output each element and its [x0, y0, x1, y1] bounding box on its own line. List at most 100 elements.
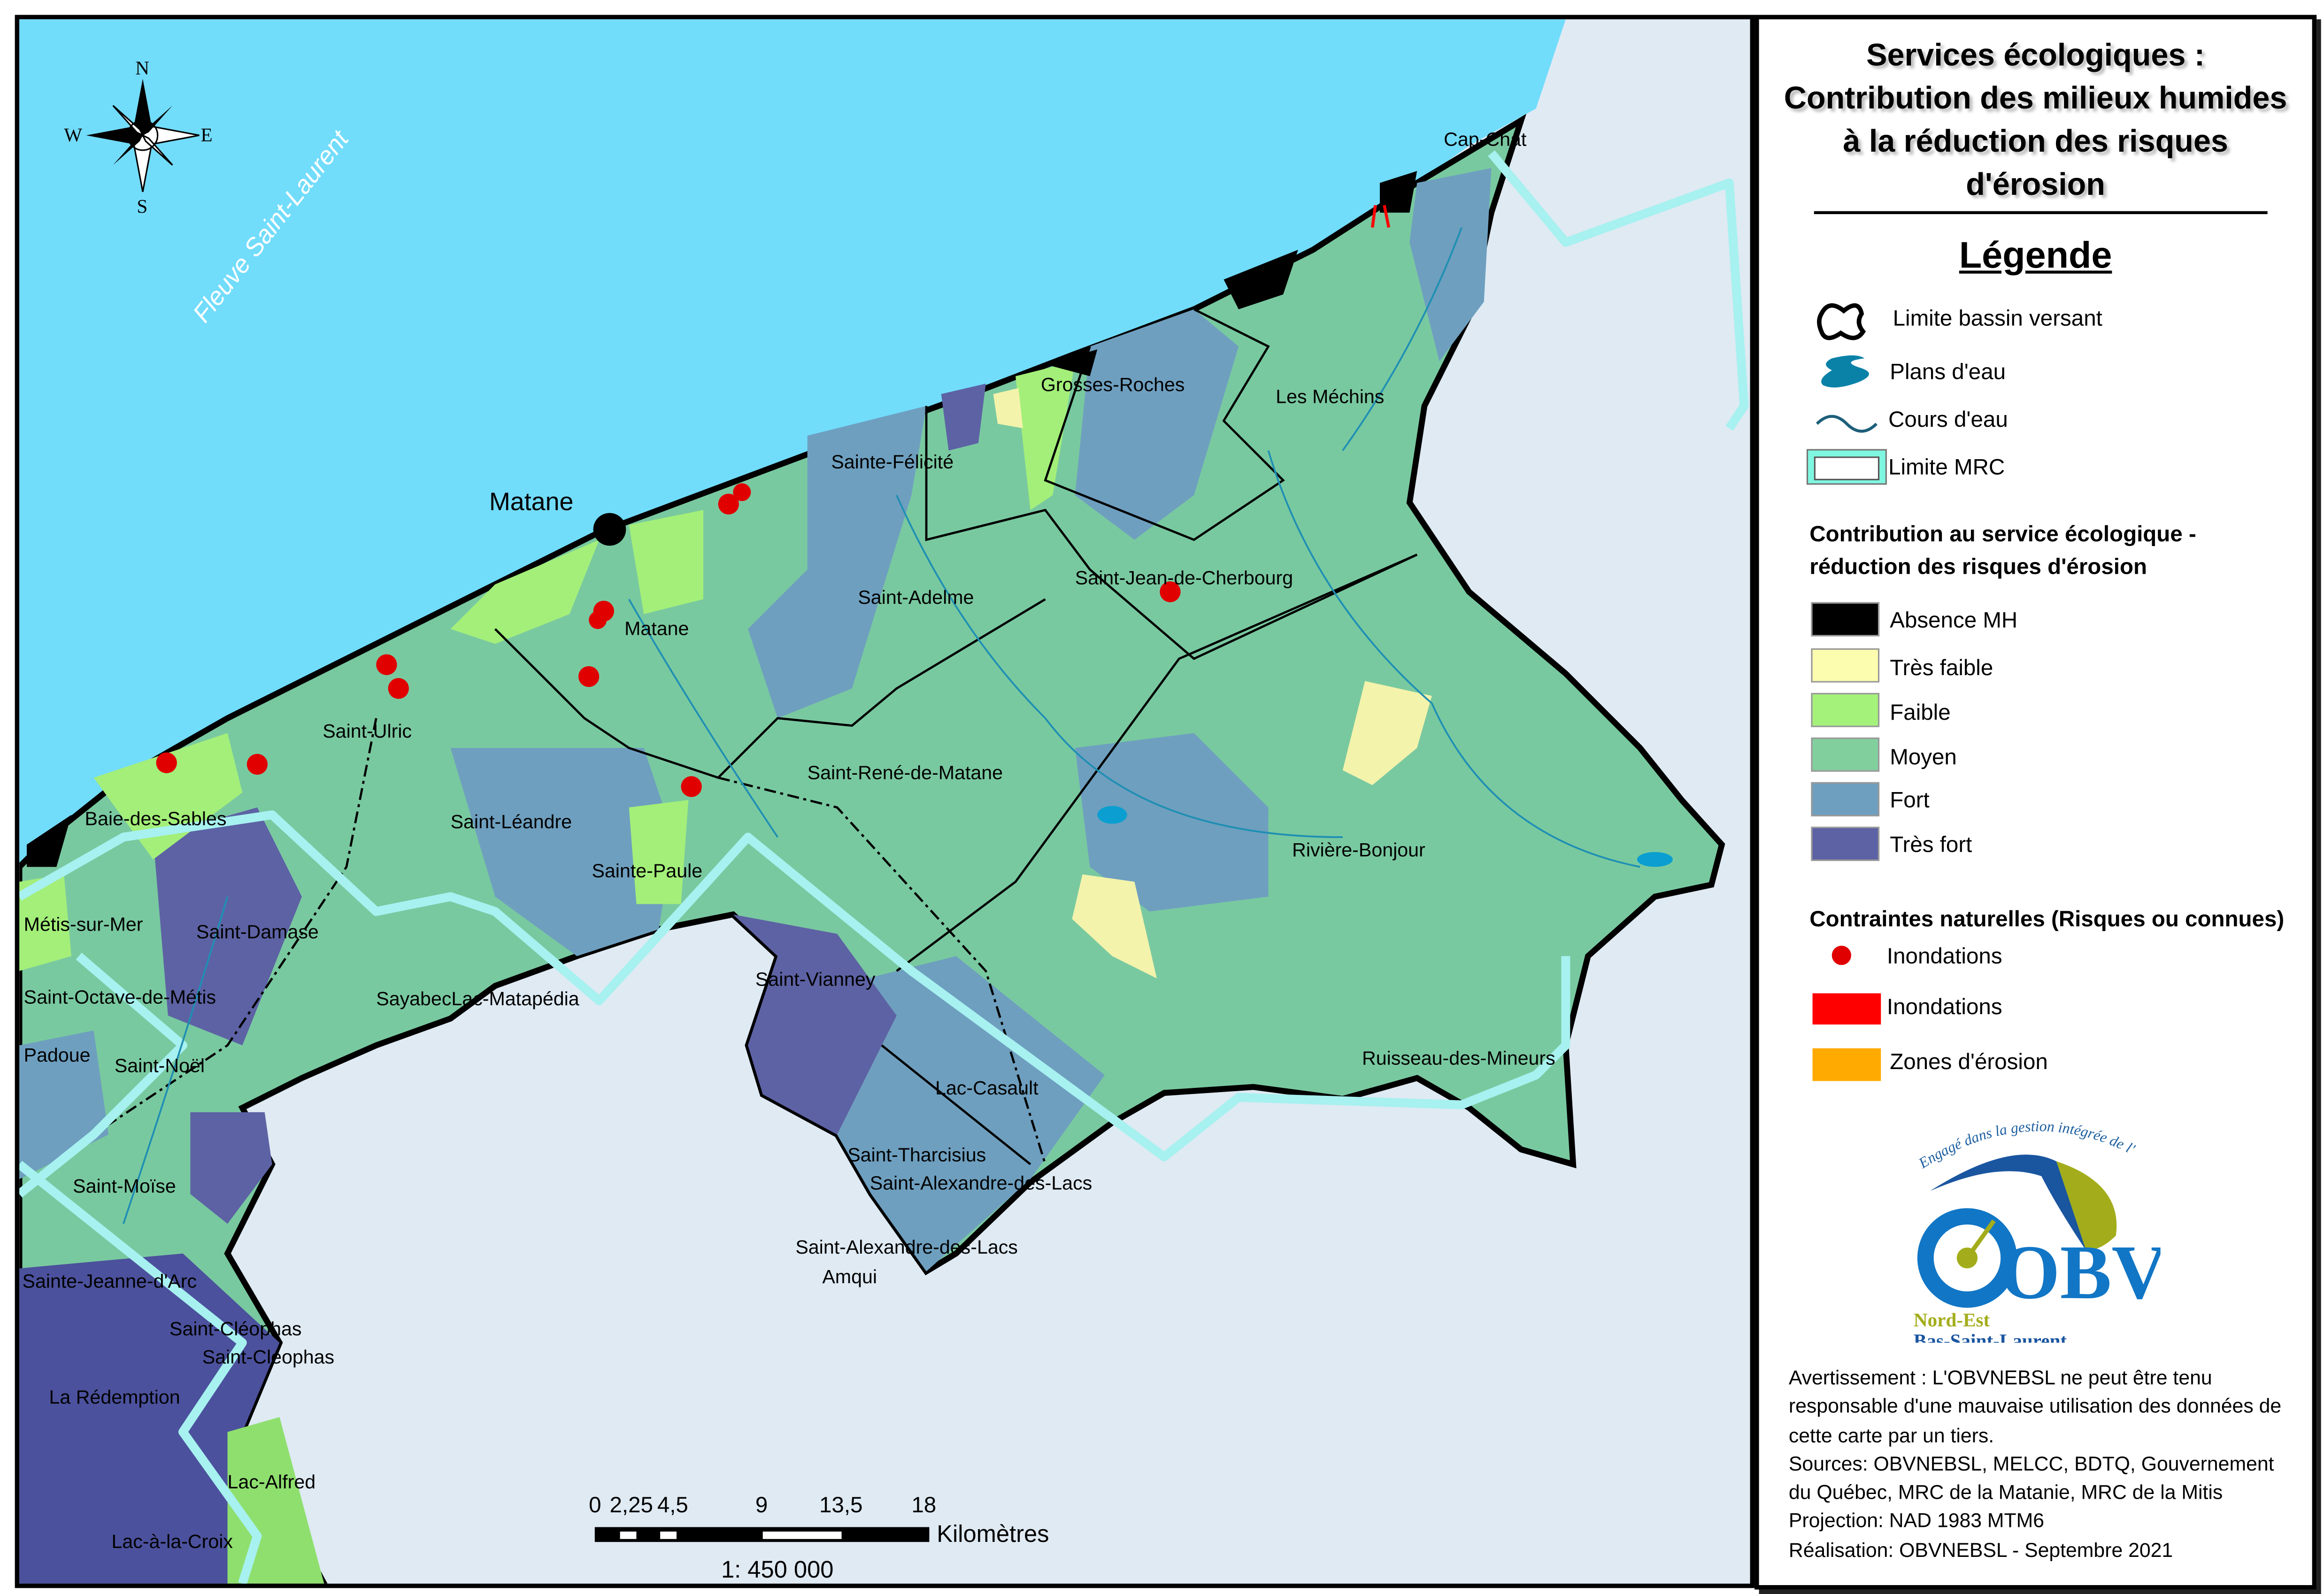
logo-letters: OBV [2000, 1229, 2161, 1315]
map-label: Cap-Chat [1444, 128, 1527, 150]
map-label: Grosses-Roches [1041, 374, 1185, 395]
title-line: Services écologiques : [1866, 39, 2205, 73]
erosion-zone-icon [1812, 1048, 1881, 1081]
legend-label: Plans d'eau [1890, 360, 2006, 385]
map-label: Saint-Moïse [73, 1175, 176, 1197]
flood-point [733, 483, 751, 501]
legend-label: Inondations [1886, 994, 2002, 1020]
map-label: Rivière-Bonjour [1292, 839, 1425, 861]
flood-point [156, 752, 177, 773]
sea [19, 19, 1566, 867]
flood-point [376, 654, 397, 675]
zone-faible [629, 510, 703, 614]
legend-label: Absence MH [1890, 608, 2018, 634]
legend-panel: Services écologiques : Contribution des … [1755, 15, 2317, 1590]
sources-text: Sources: OBVNEBSL, MELCC, BDTQ, Gouverne… [1788, 1452, 2274, 1504]
flood-zone [1371, 205, 1391, 228]
zone-tres-faible [1342, 681, 1432, 785]
map-label: Lac-Alfred [228, 1471, 316, 1493]
realisation-text: Réalisation: OBVNEBSL - Septembre 2021 [1788, 1539, 2173, 1561]
scale-tick: 2,25 [609, 1493, 653, 1517]
zone-fort [1409, 168, 1492, 362]
map-label: Saint-Tharcisius [847, 1144, 986, 1165]
zone-absence-mh [1045, 349, 1098, 377]
city-label: Matane [489, 487, 574, 516]
map-label: Lac-Casault [935, 1077, 1039, 1099]
flood-point [246, 754, 268, 775]
zone-tres-fort [153, 807, 302, 1046]
map-label: Saint-Cléophas [169, 1318, 301, 1340]
logo-line1: Nord-Est [1914, 1309, 1990, 1331]
zone-fort [1075, 733, 1269, 912]
flood-points [156, 483, 1181, 797]
water-body-icon [1821, 355, 1869, 388]
map-label: Saint-Jean-de-Cherbourg [1075, 567, 1293, 589]
scale-ratio: 1: 450 000 [721, 1556, 833, 1583]
zone-tres-faible [993, 388, 1023, 429]
compass-s: S [137, 195, 147, 217]
obv-logo: Engagé dans la gestion intégrée de l'eau… [1908, 1102, 2160, 1343]
legend-label: Limite bassin versant [1893, 306, 2102, 332]
flood-point-icon [1831, 946, 1851, 965]
heading-line: réduction des risques d'érosion [1809, 554, 2147, 580]
flood-point [589, 611, 607, 629]
legend-label: Zones d'érosion [1890, 1049, 2048, 1075]
title-line: Contribution des milieux humides [1784, 82, 2287, 116]
mrc-boundaries [19, 150, 1749, 1584]
map-label: Saint-Alexandre-des-Lacs [870, 1172, 1093, 1194]
swatch-tres-faible [1811, 648, 1880, 683]
zone-fort [748, 406, 927, 718]
scale-tick: 18 [911, 1493, 936, 1517]
scale-tick: 0 [589, 1493, 601, 1517]
heading-line: Contribution au service écologique - [1809, 522, 2196, 547]
zone-absence-mh [1379, 171, 1417, 213]
title-line: d'érosion [1966, 168, 2105, 202]
map-label: Saint-Adelme [858, 586, 974, 608]
map-label: Baie-des-Sables [85, 808, 227, 830]
water-body [1097, 806, 1127, 824]
constraints-heading: Contraintes naturelles (Risques ou connu… [1809, 907, 2285, 932]
zone-fort [1075, 309, 1239, 540]
map-label: Saint-Octave-de-Métis [24, 986, 216, 1008]
flood-point [388, 678, 409, 699]
scale-tick: 4,5 [657, 1493, 688, 1517]
compass-e: E [201, 124, 213, 146]
legend-label: Fort [1890, 788, 1930, 814]
map-label: Matane [624, 617, 689, 639]
swatch-tres-fort [1811, 826, 1880, 861]
map-label: Saint-René-de-Matane [808, 762, 1003, 784]
stream-line-icon [1816, 415, 1878, 433]
swatch-faible [1811, 693, 1880, 727]
map-label: Padoue [24, 1044, 91, 1066]
flood-point [718, 493, 739, 515]
streams [123, 227, 1640, 1224]
zone-faible [93, 733, 243, 860]
city-marker [593, 513, 626, 546]
water-body [1637, 852, 1673, 867]
map-title: Services écologiques : Contribution des … [1759, 34, 2312, 207]
legend-label: Moyen [1890, 745, 1957, 770]
swatch-fort [1811, 782, 1880, 816]
map-label: Métis-sur-Mer [24, 914, 143, 935]
contribution-heading: Contribution au service écologique - réd… [1809, 519, 2196, 584]
map-canvas: Matane Fleuve Saint-Laurent Cap-Chat Gro… [19, 19, 1750, 1584]
zone-faible [450, 539, 600, 644]
map-label: Sainte-Jeanne-d'Arc [23, 1271, 197, 1292]
zone-absence-mh [1224, 250, 1298, 309]
swatch-moyen [1811, 737, 1880, 772]
zone-faible [19, 874, 72, 971]
map-label: Saint-Ulric [323, 720, 412, 742]
zone-tres-fort [733, 914, 897, 1135]
zone-faible [1016, 361, 1075, 510]
municipality-labels: Cap-Chat Grosses-Roches Les Méchins Sain… [23, 128, 1555, 1552]
map-label: Amqui [822, 1266, 877, 1287]
map-label: Lac-à-la-Croix [112, 1531, 233, 1552]
map-panel: Matane Fleuve Saint-Laurent Cap-Chat Gro… [15, 15, 1755, 1588]
title-divider [1814, 211, 2268, 215]
flood-point [1160, 581, 1181, 602]
map-label: La Rédemption [49, 1386, 180, 1408]
map-label: Sainte-Paule [592, 860, 702, 882]
flood-point [578, 666, 600, 687]
map-label: Ruisseau-des-Mineurs [1362, 1047, 1555, 1069]
